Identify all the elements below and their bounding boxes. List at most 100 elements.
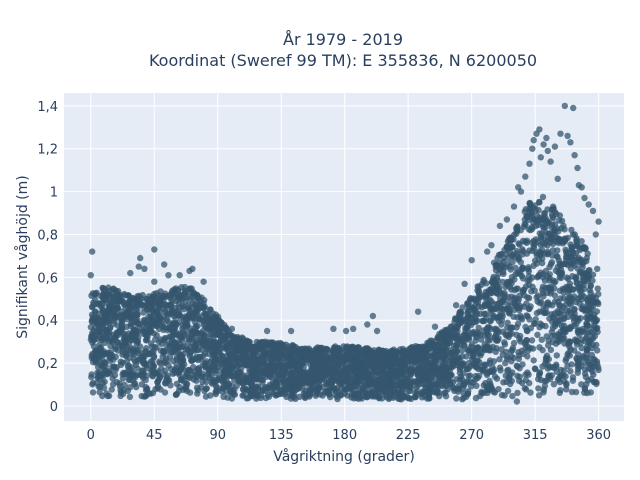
data-point (522, 376, 530, 384)
data-point (472, 360, 479, 367)
data-point (532, 365, 539, 373)
data-point (167, 382, 174, 389)
data-point (88, 303, 96, 311)
data-point (115, 294, 122, 302)
data-point (179, 386, 187, 393)
chart-title-line1: År 1979 - 2019 (283, 30, 403, 49)
data-point (583, 323, 590, 330)
data-point (87, 323, 95, 331)
data-point (370, 391, 377, 398)
data-point (569, 377, 577, 384)
data-point (194, 307, 201, 315)
data-point (207, 306, 214, 314)
data-point (595, 366, 602, 374)
data-point (245, 338, 253, 345)
data-point (358, 367, 366, 374)
data-point (584, 346, 591, 353)
data-point (324, 355, 331, 362)
data-point (99, 379, 107, 386)
outlier-point (554, 175, 561, 182)
x-tick-label: 270 (459, 428, 484, 443)
outlier-point (151, 246, 158, 253)
data-point (284, 369, 291, 376)
data-point (508, 324, 515, 331)
data-point (519, 237, 527, 244)
data-point (165, 362, 172, 369)
data-point (141, 316, 148, 324)
data-point (355, 390, 362, 397)
data-point (194, 390, 201, 397)
data-point (473, 300, 480, 307)
data-point (349, 366, 357, 373)
data-point (544, 342, 552, 349)
data-point (457, 319, 464, 327)
data-point (588, 375, 595, 383)
data-point (251, 368, 259, 375)
data-point (578, 381, 585, 388)
data-point (201, 340, 208, 348)
data-point (251, 354, 258, 361)
data-point (212, 389, 219, 396)
data-point (424, 377, 431, 384)
data-point (223, 377, 230, 384)
data-point (89, 331, 96, 339)
data-point (233, 363, 240, 370)
data-point (114, 347, 122, 354)
data-point (152, 369, 160, 377)
data-point (440, 355, 448, 362)
data-point (166, 343, 174, 350)
data-point (195, 366, 203, 374)
data-point (110, 356, 117, 363)
data-point (309, 369, 317, 376)
data-point (150, 330, 158, 337)
data-point (243, 362, 251, 369)
data-point (464, 366, 471, 373)
data-point (487, 318, 494, 325)
data-point (397, 366, 404, 373)
data-point (350, 375, 357, 382)
outlier-point (141, 265, 148, 272)
data-point (480, 368, 487, 375)
data-point (530, 357, 537, 364)
outlier-point (589, 207, 597, 215)
x-axis-label: Vågriktning (grader) (273, 448, 415, 465)
data-point (179, 325, 186, 332)
data-point (552, 278, 559, 285)
data-point (98, 362, 105, 369)
data-point (467, 295, 474, 302)
data-point (239, 392, 246, 399)
data-point (220, 393, 227, 400)
data-point (568, 298, 575, 305)
data-point (458, 347, 466, 354)
data-point (490, 368, 497, 375)
data-point (104, 329, 111, 336)
y-tick-label: 0,8 (37, 228, 58, 243)
data-point (432, 363, 439, 371)
data-point (310, 376, 317, 383)
data-point (222, 336, 229, 343)
outlier-point (431, 323, 439, 330)
data-point (132, 361, 140, 368)
data-point (145, 350, 153, 357)
data-point (132, 306, 140, 313)
outlier-point (165, 272, 172, 279)
outlier-point (540, 141, 547, 148)
data-point (502, 359, 509, 367)
data-point (173, 390, 181, 398)
data-point (352, 361, 360, 368)
data-point (95, 355, 103, 362)
data-point (493, 375, 501, 382)
data-point (142, 325, 149, 333)
data-point (517, 312, 524, 320)
data-point (585, 359, 592, 366)
data-point (290, 393, 297, 401)
outlier-point (176, 272, 183, 279)
data-point (453, 376, 460, 383)
data-point (441, 330, 448, 338)
data-point (504, 319, 511, 326)
data-point (495, 317, 503, 324)
data-point (478, 281, 485, 288)
data-point (581, 386, 589, 393)
data-point (508, 377, 515, 385)
data-point (308, 353, 316, 361)
